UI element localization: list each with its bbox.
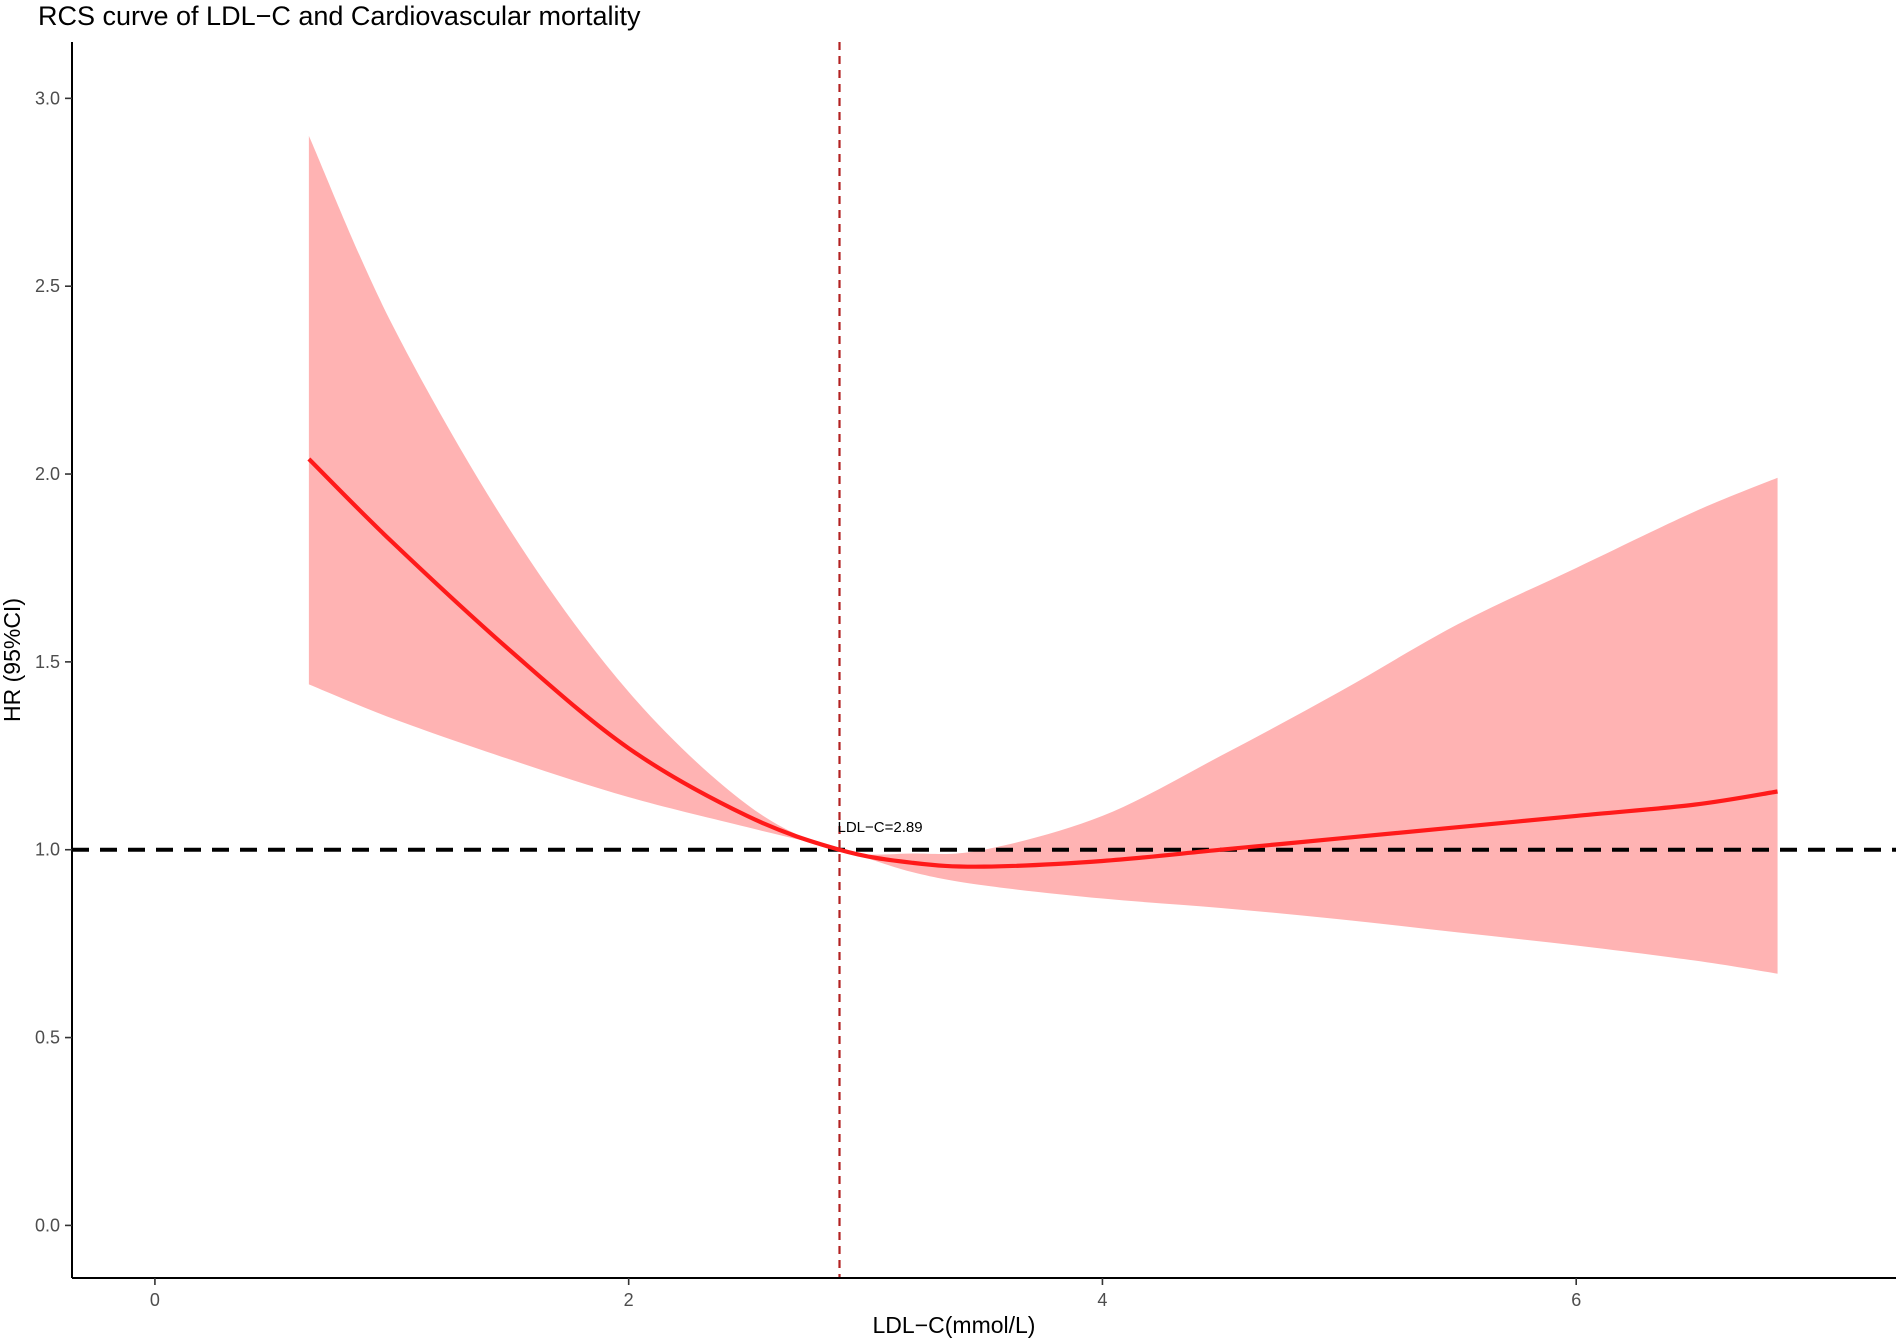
reference-lines-layer — [72, 42, 1896, 1278]
chart-title: RCS curve of LDL−C and Cardiovascular mo… — [38, 1, 641, 31]
annotation-cutoff-label: LDL−C=2.89 — [838, 819, 923, 836]
hr-curve — [307, 457, 1778, 869]
y-tick-label: 2.0 — [35, 464, 60, 484]
x-axis-title: LDL−C(mmol/L) — [873, 1312, 1036, 1338]
y-tick-label: 0.0 — [35, 1215, 60, 1235]
ci-band-layer — [308, 135, 1778, 974]
y-tick-label: 0.5 — [35, 1028, 60, 1048]
y-tick-label: 1.0 — [35, 840, 60, 860]
ticks-layer: 0 2 4 6 0.0 0.5 1.0 1.5 2.0 2.5 3.0 — [35, 88, 1581, 1310]
ci-band — [308, 135, 1778, 974]
x-tick-label: 0 — [150, 1290, 160, 1310]
x-tick-label: 4 — [1097, 1290, 1107, 1310]
x-tick-label: 6 — [1571, 1290, 1581, 1310]
y-tick-label: 2.5 — [35, 276, 60, 296]
y-tick-label: 1.5 — [35, 652, 60, 672]
axes-layer — [71, 42, 1896, 1279]
y-tick-label: 3.0 — [35, 88, 60, 108]
series-layer — [307, 457, 1778, 869]
x-tick-label: 2 — [624, 1290, 634, 1310]
y-axis-title: HR (95%CI) — [0, 598, 25, 722]
